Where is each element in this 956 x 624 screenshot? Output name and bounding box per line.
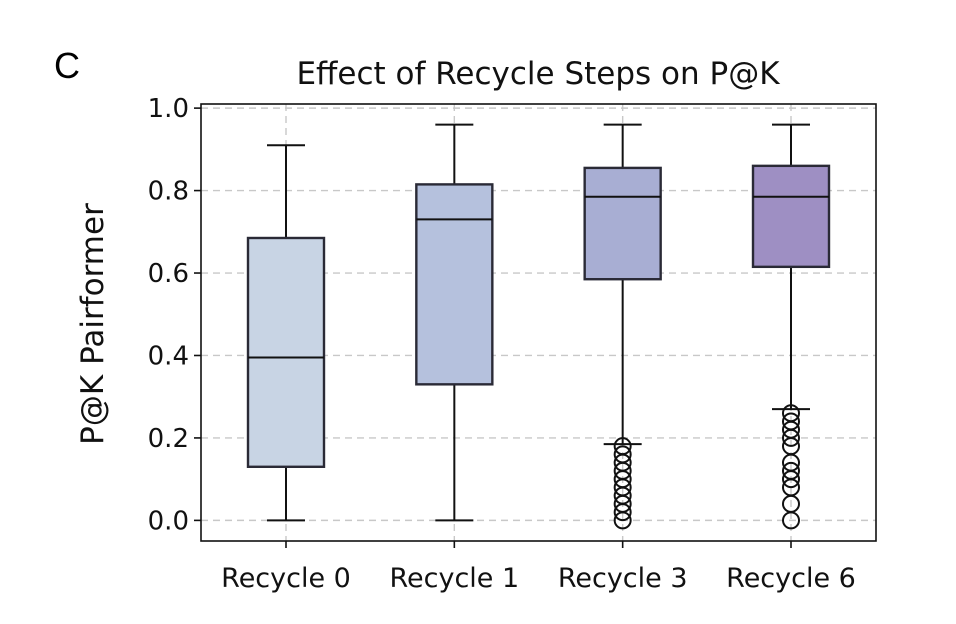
iqr-box — [583, 166, 662, 281]
outlier-point — [782, 461, 800, 480]
outlier-point — [613, 437, 632, 456]
y-tick-label: 0.0 — [148, 506, 189, 536]
iqr-box — [751, 164, 831, 269]
y-tick-label: 0.2 — [148, 424, 189, 454]
iqr-box — [415, 183, 494, 386]
y-axis-label: P@K Pairformer — [75, 203, 111, 445]
box-recycle-1 — [415, 123, 494, 522]
chart-title: Effect of Recycle Steps on P@K — [296, 56, 780, 92]
outlier-point — [782, 412, 800, 431]
boxes — [246, 123, 831, 530]
axes: 0.0 0.2 0.4 0.6 0.8 1.0 Recycle 0 Recycle 1 Recy… — [148, 94, 856, 594]
iqr-box — [246, 236, 326, 468]
box-recycle-0 — [246, 144, 326, 522]
x-tick-label: Recycle 1 — [389, 563, 519, 594]
y-tick-label: 0.8 — [148, 177, 189, 207]
plot-frame — [200, 103, 877, 542]
panel-label: C — [54, 45, 80, 86]
box-recycle-6 — [751, 123, 831, 530]
x-tick-label: Recycle 6 — [726, 563, 856, 594]
x-tick-label: Recycle 0 — [221, 563, 351, 594]
y-tick-label: 0.6 — [148, 259, 189, 289]
box-recycle-3 — [583, 123, 662, 530]
y-tick-label: 0.4 — [148, 341, 189, 371]
outlier-point — [782, 404, 800, 423]
outlier-point — [613, 445, 632, 464]
x-tick-label: Recycle 3 — [558, 563, 688, 594]
y-tick-label: 1.0 — [148, 94, 189, 124]
